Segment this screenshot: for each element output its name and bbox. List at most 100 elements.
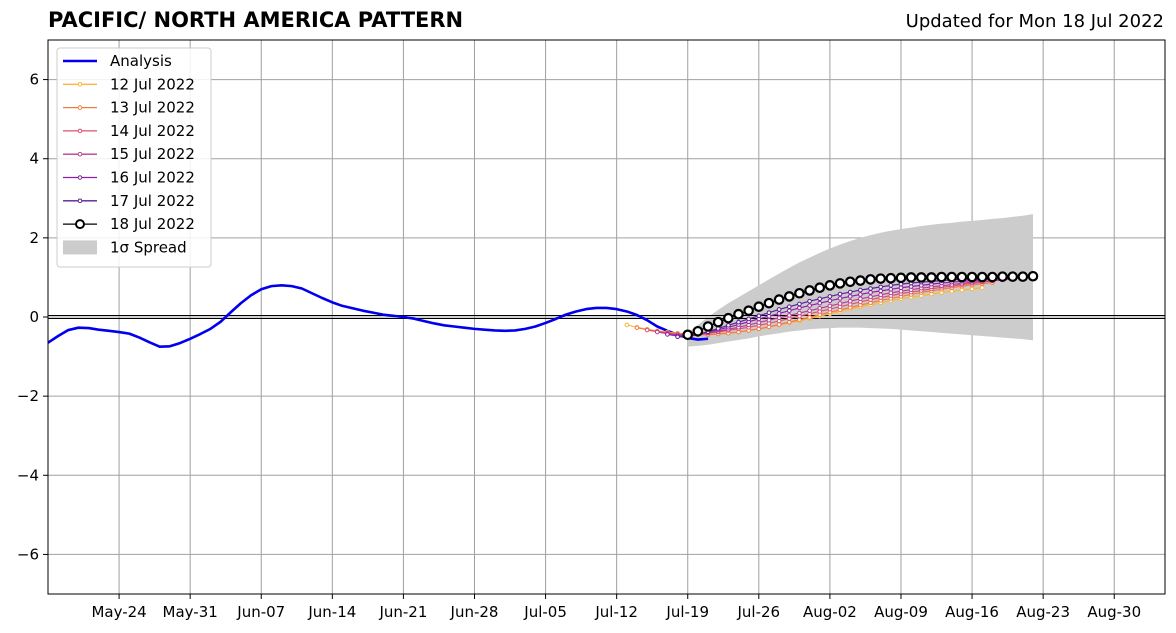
x-tick-label: Jun-07 [236, 603, 285, 621]
forecast-point [844, 276, 856, 288]
forecast-point [956, 271, 968, 283]
legend-label: 12 Jul 2022 [110, 75, 195, 93]
x-tick-label: May-24 [91, 603, 146, 621]
forecast-point [885, 272, 897, 284]
legend-marker [77, 198, 83, 204]
legend: Analysis 12 Jul 2022 13 Jul 2022 14 Jul 202… [56, 47, 212, 268]
forecast-point [868, 290, 873, 295]
forecast-point [905, 272, 917, 283]
forecast-point [807, 298, 812, 304]
forecast-point [723, 312, 734, 324]
forecast-point [634, 325, 640, 330]
forecast-point [976, 271, 988, 283]
forecast-point [837, 291, 843, 297]
forecast-point [1017, 271, 1029, 282]
forecast-point [834, 278, 846, 289]
forecast-point [865, 274, 876, 285]
forecast-point [753, 301, 765, 313]
forecast-point [987, 271, 998, 283]
forecast-point [827, 298, 833, 304]
forecast-point [898, 285, 904, 291]
forecast-point [1007, 271, 1018, 282]
forecast-point [736, 319, 741, 325]
forecast-point [794, 287, 805, 299]
legend-marker [77, 151, 83, 157]
forecast-point [908, 284, 914, 289]
forecast-point [926, 272, 937, 283]
forecast-point [969, 286, 975, 292]
forecast-point [966, 271, 978, 283]
forecast-point [763, 297, 775, 309]
x-tick-label: Jun-28 [450, 603, 499, 621]
forecast-point [868, 294, 873, 300]
chart-subtitle: Updated for Mon 18 Jul 2022 [905, 11, 1164, 32]
forecast-point [797, 317, 802, 323]
forecast-point [776, 315, 782, 321]
y-tick-label: −6 [17, 545, 39, 563]
forecast-point [786, 304, 792, 310]
forecast-point [895, 272, 907, 284]
forecast-point [979, 285, 985, 291]
x-tick-label: Aug-02 [803, 603, 857, 621]
forecast-point [824, 280, 836, 291]
forecast-point [766, 324, 772, 330]
forecast-point [743, 305, 754, 316]
forecast-point [817, 305, 823, 311]
forecast-point [654, 329, 660, 335]
legend-label: 13 Jul 2022 [110, 99, 195, 117]
forecast-point [797, 310, 802, 316]
legend-label: 15 Jul 2022 [110, 145, 195, 163]
forecast-point [837, 301, 843, 306]
forecast-point [959, 287, 965, 293]
forecast-point [888, 290, 894, 296]
forecast-point [868, 286, 873, 291]
forecast-point [915, 272, 927, 283]
forecast-point [786, 319, 792, 325]
y-tick-label: −4 [17, 466, 39, 484]
forecast-point [733, 308, 744, 320]
series-layer [47, 270, 1039, 348]
legend-marker [77, 105, 83, 110]
legend-marker [77, 128, 83, 134]
legend-marker [75, 219, 85, 230]
analysis-line [47, 284, 709, 348]
forecast-point [702, 321, 714, 332]
forecast-point [878, 288, 883, 294]
y-tick-label: 6 [29, 71, 39, 89]
forecast-point [776, 311, 782, 316]
x-tick-label: May-31 [163, 603, 218, 621]
forecast-point [827, 303, 833, 309]
forecast-point [766, 310, 772, 315]
forecast-point [827, 294, 833, 299]
forecast-point [797, 305, 802, 311]
forecast-point [786, 308, 792, 313]
legend-label: Analysis [110, 52, 172, 70]
forecast-point [878, 292, 883, 298]
forecast-point [804, 285, 815, 296]
forecast-point [797, 301, 802, 307]
forecast-point [624, 322, 630, 328]
forecast-point [875, 273, 886, 284]
forecast-point [898, 288, 904, 294]
y-tick-label: −2 [17, 387, 39, 405]
forecast-point [807, 303, 812, 308]
forecast-point [855, 275, 866, 286]
forecast-point [665, 332, 670, 337]
forecast-point [786, 313, 792, 318]
x-tick-label: Jun-14 [307, 603, 356, 621]
forecast-point [847, 298, 853, 304]
forecast-point [837, 296, 843, 301]
legend-swatch [63, 240, 97, 255]
x-tick-label: Jul-19 [665, 603, 709, 621]
forecast-point [726, 323, 731, 328]
forecast-point [817, 296, 823, 302]
forecast-point [644, 327, 650, 333]
forecast-point [807, 308, 812, 313]
forecast-point [756, 313, 762, 319]
x-tick-label: Jun-21 [378, 603, 427, 621]
forecast-point [776, 322, 782, 327]
forecast-point [807, 315, 812, 320]
forecast-point [878, 284, 883, 290]
forecast-point [675, 334, 680, 340]
